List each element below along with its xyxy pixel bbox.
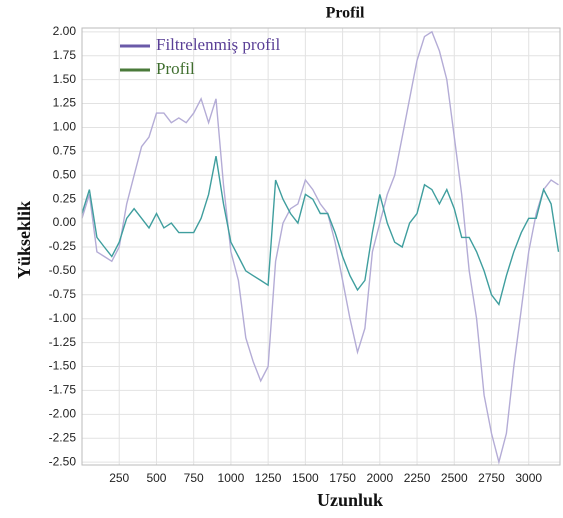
plot-border (81, 27, 561, 466)
y-tick-label: 2.00 (53, 24, 77, 38)
x-tick-label: 750 (184, 471, 204, 485)
y-tick-label: -2.50 (49, 454, 77, 468)
x-tick-label: 2000 (366, 471, 393, 485)
y-tick-label: -2.25 (49, 430, 77, 444)
y-tick-label: 0.75 (53, 144, 77, 158)
y-tick-label: -1.75 (49, 383, 77, 397)
x-axis-label: Uzunluk (317, 490, 383, 510)
y-tick-label: -0.25 (49, 239, 77, 253)
y-tick-label: -2.00 (49, 406, 77, 420)
y-tick-label: -0.75 (49, 287, 77, 301)
legend-label: Filtrelenmiş profil (156, 35, 280, 54)
y-tick-label: -1.25 (49, 335, 77, 349)
chart-title: Profil (326, 5, 365, 22)
x-tick-label: 2500 (441, 471, 468, 485)
y-tick-label: 0.00 (53, 215, 77, 229)
x-tick-label: 1750 (329, 471, 356, 485)
y-tick-label: 1.75 (53, 48, 77, 62)
x-tick-label: 2250 (404, 471, 431, 485)
y-tick-label: 0.25 (53, 191, 77, 205)
x-tick-label: 250 (109, 471, 129, 485)
x-tick-label: 500 (146, 471, 166, 485)
x-tick-label: 1500 (292, 471, 319, 485)
x-tick-label: 2750 (478, 471, 505, 485)
y-tick-label: 0.50 (53, 167, 77, 181)
y-axis-label: Yükseklik (14, 201, 34, 279)
y-tick-label: -1.50 (49, 359, 77, 373)
y-tick-label: 1.00 (53, 120, 77, 134)
y-tick-label: -1.00 (49, 311, 77, 325)
y-tick-label: -0.50 (49, 263, 77, 277)
series-line (81, 30, 559, 465)
x-tick-label: 1250 (255, 471, 282, 485)
y-tick-label: 1.50 (53, 72, 77, 86)
y-tick-label: 1.25 (53, 96, 77, 110)
x-tick-label: 1000 (218, 471, 245, 485)
x-tick-label: 3000 (515, 471, 542, 485)
series-line (81, 155, 560, 306)
legend-label: Profil (156, 59, 195, 78)
